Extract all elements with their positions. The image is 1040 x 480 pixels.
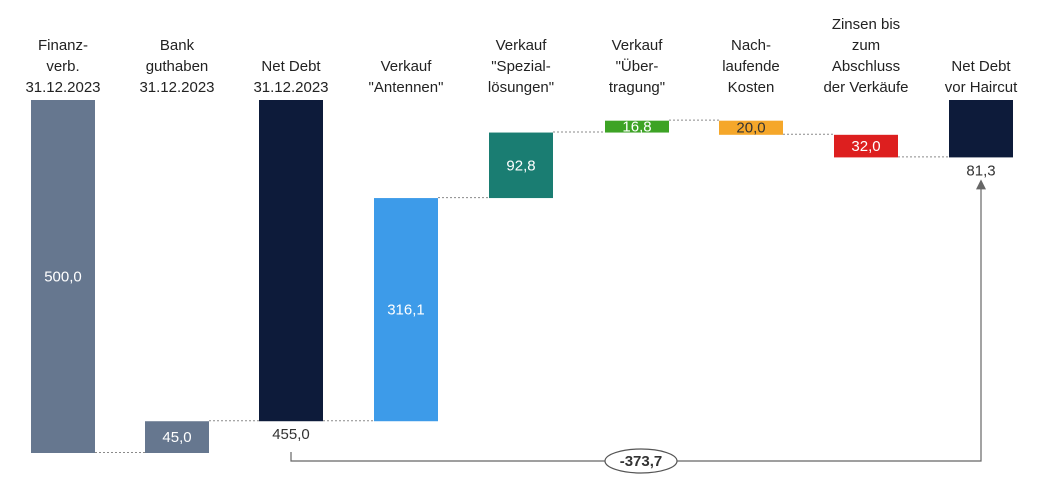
category-label: Net Debt (261, 58, 321, 75)
category-label: tragung" (609, 79, 665, 96)
category-label: Verkauf (381, 58, 433, 75)
category-label: guthaben (146, 58, 209, 75)
category-label: Kosten (728, 79, 775, 96)
value-label: 16,8 (622, 119, 651, 136)
value-labels: 500,0 45,0 455,0 316,1 92,8 16,8 20,0 32,0 81,3 (44, 119, 995, 446)
bar (834, 134, 898, 158)
connector-lines (95, 119, 949, 453)
bar (949, 100, 1013, 158)
value-label: 92,8 (506, 157, 535, 174)
category-label: verb. (46, 58, 79, 75)
category-label: 31.12.2023 (25, 79, 100, 96)
category-label: zum (852, 37, 880, 54)
category-label: "Über- (616, 57, 659, 75)
category-label: "Spezial- (491, 58, 551, 75)
category-label: 31.12.2023 (253, 79, 328, 96)
category-label: Nach- (731, 37, 771, 54)
value-label: 316,1 (387, 302, 425, 319)
bars (31, 100, 1013, 453)
bar (374, 198, 438, 422)
value-label: 45,0 (162, 429, 191, 446)
category-label: laufende (722, 58, 780, 75)
category-label: 31.12.2023 (139, 79, 214, 96)
difference-badge (604, 448, 678, 474)
bar (489, 132, 553, 199)
category-label: vor Haircut (945, 79, 1018, 96)
bar (31, 100, 95, 453)
difference-label: -373,7 (620, 453, 663, 470)
bar (605, 120, 669, 133)
category-label: Zinsen bis (832, 16, 900, 33)
category-label: der Verkäufe (823, 79, 908, 96)
value-label: 455,0 (272, 426, 310, 443)
category-labels: Finanz-verb. 31.12.2023 Bank guthaben 31.12.… (25, 16, 1018, 96)
bar (259, 100, 323, 422)
difference-annotation: -373,7 (290, 179, 986, 474)
value-label: 81,3 (966, 162, 995, 179)
bar (719, 120, 783, 135)
category-label: Finanz- (38, 37, 88, 54)
category-label: Net Debt (951, 58, 1011, 75)
category-label: Abschluss (832, 58, 900, 75)
value-label: 500,0 (44, 269, 82, 286)
category-label: "Antennen" (369, 79, 444, 96)
category-label: Verkauf (496, 37, 548, 54)
category-label: lösungen" (488, 79, 554, 96)
category-label: Bank (160, 37, 195, 54)
value-label: 32,0 (851, 138, 880, 155)
value-label: 20,0 (736, 120, 765, 137)
bar (145, 421, 209, 453)
category-label: Verkauf (612, 37, 664, 54)
